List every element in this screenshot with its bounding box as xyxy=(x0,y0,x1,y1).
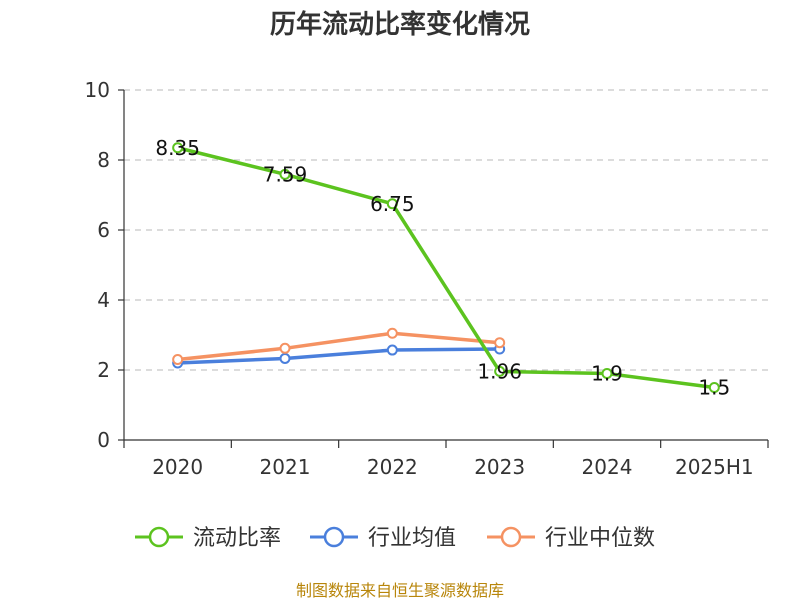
series-0 xyxy=(172,142,720,393)
legend-item-1[interactable]: 行业均值 xyxy=(310,526,456,551)
data-label: 7.59 xyxy=(263,162,308,186)
data-label: 8.35 xyxy=(155,136,200,160)
data-label: 6.75 xyxy=(370,192,415,216)
data-point xyxy=(172,142,184,154)
x-tick-label: 2022 xyxy=(367,455,418,479)
grid-lines xyxy=(124,89,768,371)
y-tick-label: 6 xyxy=(97,218,110,242)
data-point xyxy=(386,198,398,210)
legend[interactable]: 流动比率 行业均值 行业中位数 xyxy=(135,526,655,551)
legend-label: 流动比率 xyxy=(193,526,281,551)
data-point xyxy=(386,327,398,339)
legend-item-2[interactable]: 行业中位数 xyxy=(487,526,655,551)
source-note: 制图数据来自恒生聚源数据库 xyxy=(296,581,504,600)
data-label: 1.5 xyxy=(698,376,730,400)
x-tick-label: 2023 xyxy=(474,455,525,479)
data-label: 1.96 xyxy=(477,359,522,383)
legend-marker xyxy=(323,526,345,548)
data-point xyxy=(601,368,613,379)
y-tick-label: 2 xyxy=(97,358,110,382)
series-line xyxy=(177,347,500,365)
series-lines xyxy=(172,142,720,393)
legend-item-0[interactable]: 流动比率 xyxy=(135,526,281,551)
x-tick-label: 2024 xyxy=(582,455,633,479)
y-tick-label: 4 xyxy=(97,288,110,312)
data-label: 1.9 xyxy=(591,362,623,386)
data-point xyxy=(494,337,506,349)
x-axis-ticks: 2020 2021 2022 2023 2024 2025H1 xyxy=(123,440,769,479)
data-point xyxy=(708,382,720,393)
legend-label: 行业均值 xyxy=(368,526,456,551)
y-tick-label: 8 xyxy=(97,148,110,172)
data-point xyxy=(279,342,291,354)
series-line xyxy=(177,331,500,362)
data-point xyxy=(172,354,184,365)
y-tick-label: 10 xyxy=(85,78,110,102)
x-tick-label: 2021 xyxy=(260,455,311,479)
y-tick-label: 0 xyxy=(97,428,110,452)
series-2 xyxy=(172,327,506,365)
data-point xyxy=(279,168,291,180)
axes xyxy=(123,90,768,441)
x-tick-label: 2020 xyxy=(152,455,203,479)
data-point xyxy=(386,344,398,356)
data-point xyxy=(279,352,291,364)
chart-title: 历年流动比率变化情况 xyxy=(270,9,530,40)
data-labels: 8.35 7.59 6.75 1.96 1.9 1.5 xyxy=(155,136,730,400)
x-tick-label: 2025H1 xyxy=(675,455,754,479)
legend-label: 行业中位数 xyxy=(545,526,655,551)
data-point xyxy=(494,365,506,377)
y-axis-ticks: 0 2 4 6 8 10 xyxy=(85,78,124,452)
legend-marker xyxy=(500,526,522,548)
legend-marker xyxy=(148,526,170,548)
series-line xyxy=(177,146,715,390)
